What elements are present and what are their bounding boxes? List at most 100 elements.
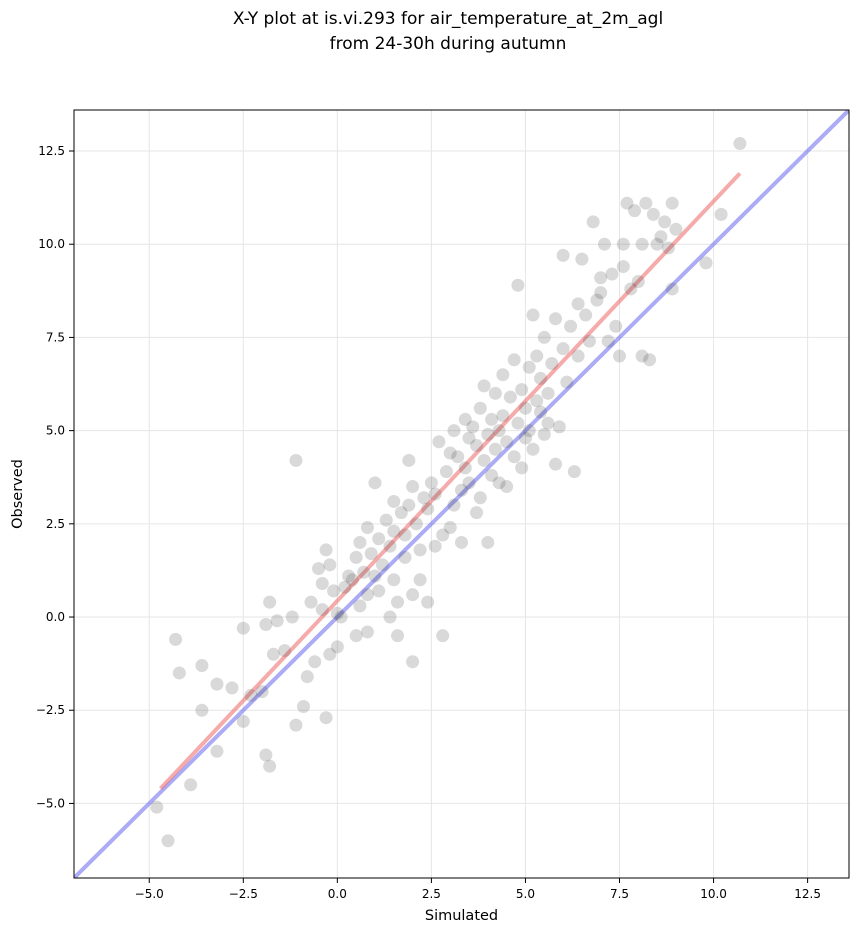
scatter-point <box>594 271 608 285</box>
chart-title-line-2: from 24-30h during autumn <box>330 34 567 54</box>
scatter-point <box>391 595 405 609</box>
scatter-point <box>368 476 382 490</box>
scatter-point <box>665 196 679 210</box>
scatter-point <box>541 386 555 400</box>
scatter-point <box>496 368 510 382</box>
scatter-point <box>507 353 521 367</box>
scatter-point <box>567 465 581 479</box>
scatter-point <box>360 521 374 535</box>
scatter-point <box>409 517 423 531</box>
scatter-point <box>304 595 318 609</box>
scatter-point <box>507 450 521 464</box>
scatter-point <box>236 621 250 635</box>
scatter-point <box>609 319 623 333</box>
scatter-point <box>443 521 457 535</box>
scatter-point <box>379 513 393 527</box>
scatter-point <box>658 215 672 229</box>
scatter-point <box>259 748 273 762</box>
scatter-point <box>451 450 465 464</box>
scatter-point <box>537 330 551 344</box>
scatter-point <box>646 207 660 221</box>
scatter-point <box>330 606 344 620</box>
scatter-point <box>458 461 472 475</box>
scatter-point <box>458 412 472 426</box>
x-tick-label: 2.5 <box>422 887 441 901</box>
scatter-point <box>582 334 596 348</box>
scatter-point <box>541 416 555 430</box>
scatter-point <box>447 424 461 438</box>
scatter-point <box>613 349 627 363</box>
scatter-point <box>312 562 326 576</box>
scatter-point <box>357 565 371 579</box>
scatter-point <box>492 476 506 490</box>
scatter-point <box>515 383 529 397</box>
scatter-point <box>210 744 224 758</box>
scatter-point <box>428 539 442 553</box>
scatter-point <box>477 379 491 393</box>
scatter-point <box>259 617 273 631</box>
plot-frame <box>73 109 850 879</box>
scatter-point <box>319 711 333 725</box>
scatter-point <box>195 658 209 672</box>
scatter-point <box>477 453 491 467</box>
scatter-point <box>534 371 548 385</box>
scatter-point <box>511 278 525 292</box>
scatter-point <box>594 286 608 300</box>
scatter-point <box>485 412 499 426</box>
y-tick-label: 7.5 <box>46 330 65 344</box>
scatter-point <box>387 573 401 587</box>
scatter-point <box>620 196 634 210</box>
y-tick-label: −2.5 <box>36 703 65 717</box>
scatter-point <box>597 237 611 251</box>
scatter-point <box>398 550 412 564</box>
scatter-point <box>530 349 544 363</box>
scatter-point <box>383 539 397 553</box>
scatter-point <box>315 576 329 590</box>
scatter-point <box>387 524 401 538</box>
scatter-point <box>635 237 649 251</box>
scatter-point <box>210 677 224 691</box>
scatter-point <box>285 610 299 624</box>
scatter-point <box>383 610 397 624</box>
scatter-point <box>150 800 164 814</box>
scatter-point <box>549 457 563 471</box>
x-tick-label: 5.0 <box>516 887 535 901</box>
scatter-point <box>511 416 525 430</box>
reference-lines <box>74 110 849 878</box>
fit-line <box>159 172 742 790</box>
scatter-point <box>575 252 589 266</box>
scatter-point <box>270 614 284 628</box>
scatter-point <box>643 353 657 367</box>
scatter-point <box>473 401 487 415</box>
scatter-point <box>500 480 514 494</box>
scatter-point <box>375 558 389 572</box>
scatter-point <box>650 237 664 251</box>
scatter-point <box>616 260 630 274</box>
scatter-point <box>413 543 427 557</box>
axis-ticks: −5.0 −2.5 0.0 2.5 5.0 7.5 10.0 12.5 −5.0 −2.5 0.0 2… <box>36 144 821 901</box>
scatter-point <box>616 237 630 251</box>
scatter-point <box>473 491 487 505</box>
scatter-point <box>518 431 532 445</box>
scatter-point <box>631 274 645 288</box>
scatter-point <box>413 573 427 587</box>
scatter-point <box>488 442 502 456</box>
scatter-point <box>169 632 183 646</box>
scatter-point <box>500 435 514 449</box>
scatter-point <box>639 196 653 210</box>
scatter-point <box>308 655 322 669</box>
scatter-point <box>733 137 747 151</box>
scatter-point <box>266 647 280 661</box>
scatter-point <box>315 603 329 617</box>
grid-lines <box>74 110 849 878</box>
scatter-point <box>628 204 642 218</box>
scatter-point <box>545 357 559 371</box>
scatter-point <box>402 453 416 467</box>
scatter-point <box>225 681 239 695</box>
x-tick-label: 0.0 <box>328 887 347 901</box>
scatter-point <box>360 588 374 602</box>
scatter-point <box>571 349 585 363</box>
scatter-point <box>263 759 277 773</box>
